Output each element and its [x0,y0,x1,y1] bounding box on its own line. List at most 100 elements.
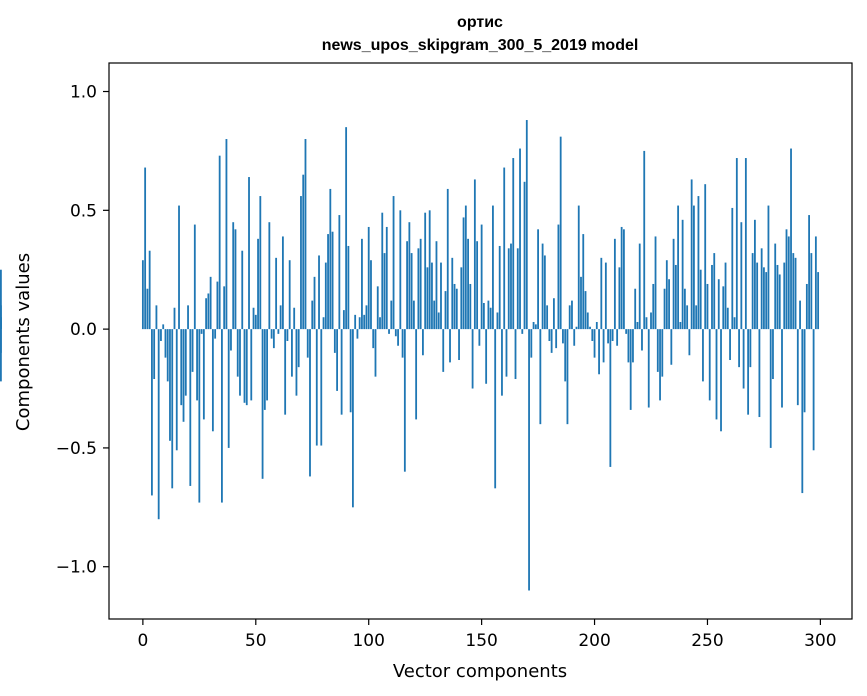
bar-227 [654,236,657,330]
bar-32 [214,329,217,339]
bar-121 [415,329,418,420]
bar-282 [778,274,781,330]
bar-112 [394,329,397,337]
bar-53 [261,329,264,479]
bar-283 [781,329,783,408]
bar-221 [641,329,643,351]
bar-36 [223,286,226,330]
bar-102 [372,329,375,349]
bar-66 [291,329,293,377]
bar-143 [464,205,467,330]
bar-56 [268,222,271,330]
bar-158 [498,245,501,330]
bar-170 [525,120,528,330]
bar-209 [613,238,616,330]
bar-6 [155,305,158,330]
bar-7 [157,329,160,520]
bar-79 [320,329,323,446]
bar-220 [638,243,641,330]
bar-270 [751,253,754,330]
bar-293 [803,329,806,413]
bar-63 [284,329,287,415]
bar-201 [595,321,598,330]
bar-82 [327,234,329,330]
bar-39 [230,329,232,351]
bar-49 [252,307,255,330]
bar-55 [266,329,268,401]
bar-191 [573,329,576,346]
bar-273 [758,329,761,418]
bar-80 [322,317,325,330]
bar-284 [783,262,786,330]
bar-2 [146,288,149,330]
bar-97 [361,238,363,330]
bar-176 [539,329,542,425]
bar-35 [221,329,223,503]
bar-208 [611,329,614,341]
bar-130 [435,241,438,330]
bar-215 [627,329,630,363]
bar-186 [562,329,564,344]
bar-undefined [0,329,2,382]
bar-238 [679,321,682,330]
bar-139 [455,288,458,330]
bar-254 [715,329,718,420]
bar-65 [288,260,291,330]
bar-233 [668,279,670,330]
bar-165 [514,329,517,380]
bar-224 [647,329,650,408]
bar-278 [769,329,772,448]
bar-288 [792,253,795,330]
bar-99 [365,305,368,330]
bar-166 [516,248,519,330]
bar-189 [568,305,571,330]
bar-126 [426,267,429,330]
bar-127 [428,210,431,330]
bar-137 [451,257,454,330]
bar-185 [559,136,562,330]
bar-148 [476,241,479,330]
bar-153 [487,300,490,330]
bar-50 [254,314,257,330]
bar-72 [304,139,307,330]
bar-246 [697,196,700,330]
bar-180 [548,329,551,341]
x-tick-label: 250 [691,631,723,651]
bar-256 [720,329,722,432]
bar-59 [275,257,278,330]
bar-272 [756,262,759,330]
bar-117 [406,241,409,330]
bar-14 [173,307,176,330]
bar-182 [552,298,555,330]
bar-68 [295,329,298,396]
bar-268 [747,329,750,415]
bar-57 [270,329,273,339]
bar-44 [241,250,244,330]
bar-45 [243,329,246,403]
bar-26 [200,329,203,334]
bar-287 [790,148,792,330]
bar-217 [632,329,634,363]
bar-297 [812,329,815,451]
bar-109 [388,329,390,334]
bar-114 [399,210,402,330]
bar-289 [794,257,797,330]
bar-91 [347,245,350,330]
bar-169 [523,181,526,330]
bar-294 [805,283,808,330]
bar-260 [729,329,731,361]
bar-168 [521,329,524,334]
bar-20 [187,305,189,330]
bar-171 [528,329,530,591]
bar-125 [424,212,427,330]
bar-249 [704,184,707,330]
bar-0 [141,260,144,330]
x-tick-label: 0 [137,631,148,651]
bar-156 [494,329,497,489]
bar-31 [211,329,214,432]
bar-240 [683,288,686,330]
bar-190 [571,300,573,330]
bar-62 [281,236,284,330]
bar-161 [505,329,508,377]
